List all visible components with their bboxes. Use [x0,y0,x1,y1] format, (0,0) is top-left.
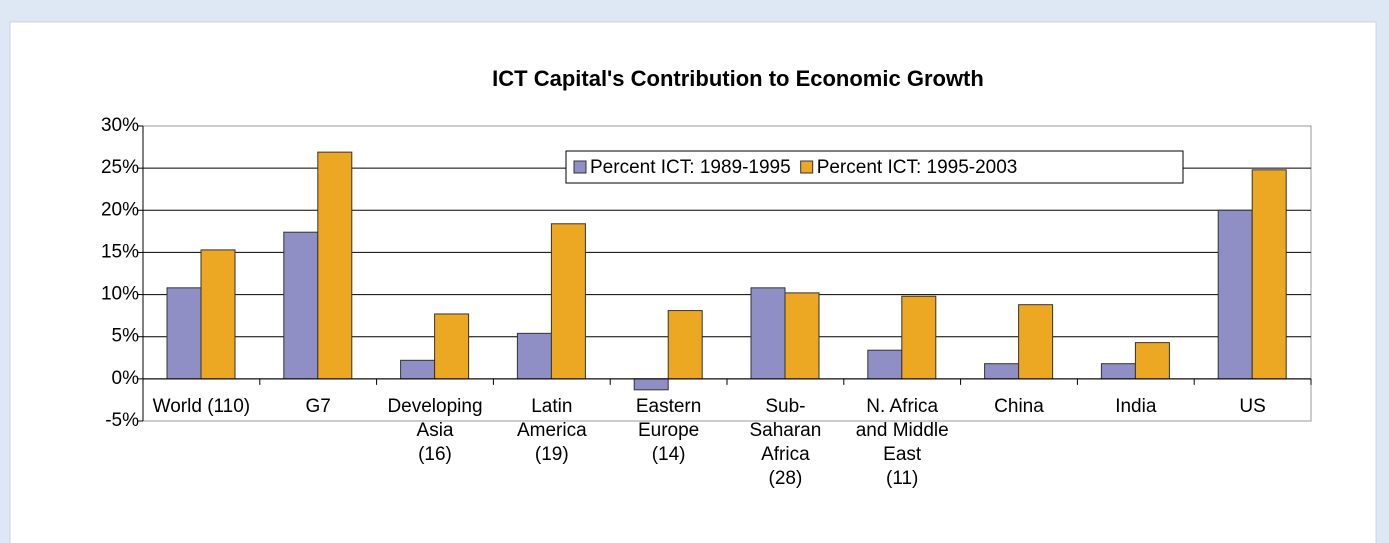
bar [200,249,236,380]
x-tick-label: (28) [769,468,803,489]
bar [667,310,703,380]
bar [317,151,353,380]
y-tick-label: -5% [105,410,139,431]
x-tick-label: East [883,444,922,465]
x-tick-label: N. Africa [866,396,938,417]
bar [550,223,586,380]
legend-swatch [800,160,814,174]
x-tick-label: Saharan [749,420,821,441]
y-tick-label: 0% [112,368,140,389]
x-tick-label: (19) [535,444,569,465]
y-tick-label: 15% [101,241,139,262]
bar [283,231,319,380]
bar [1100,363,1136,380]
legend-label: Percent ICT: 1989-1995 [590,157,791,178]
y-tick-label: 5% [112,326,140,347]
y-tick-label: 20% [101,199,139,220]
bar [1251,169,1287,380]
x-tick-label: America [517,420,587,441]
x-tick-label: World (110) [153,396,251,417]
bar [901,295,937,380]
chart-title: ICT Capital's Contribution to Economic G… [492,66,984,91]
bar [984,363,1020,380]
legend-box [565,150,1184,184]
bar [516,332,552,380]
x-tick-label: Asia [417,420,454,441]
x-tick-label: (16) [418,444,452,465]
bar [1217,209,1253,380]
x-tick-label: Africa [761,444,810,465]
y-tick-label: 25% [101,157,139,178]
x-tick-label: Latin [531,396,572,417]
x-tick-label: Developing [387,396,482,417]
bar [750,287,786,380]
x-tick-label: Sub- [765,396,805,417]
bar [400,359,436,380]
x-tick-label: China [994,396,1044,417]
x-tick-label: G7 [306,396,331,417]
x-tick-label: (11) [886,468,918,489]
bar [784,292,820,380]
x-tick-label: Europe [638,420,699,441]
x-tick-label: Eastern [636,396,701,417]
legend-swatch [573,160,587,174]
bar [1134,342,1170,380]
y-tick-label: 30% [101,115,139,136]
bar [434,313,470,380]
bar [867,349,903,380]
x-tick-label: and Middle [856,420,949,441]
bar [166,287,202,380]
x-tick-label: US [1239,396,1265,417]
x-tick-label: (14) [652,444,686,465]
x-tick-label: India [1115,396,1157,417]
panel [9,21,1377,543]
bar [1018,304,1054,380]
y-tick-label: 10% [101,284,139,305]
bar [633,378,669,391]
legend-label: Percent ICT: 1995-2003 [817,157,1018,178]
